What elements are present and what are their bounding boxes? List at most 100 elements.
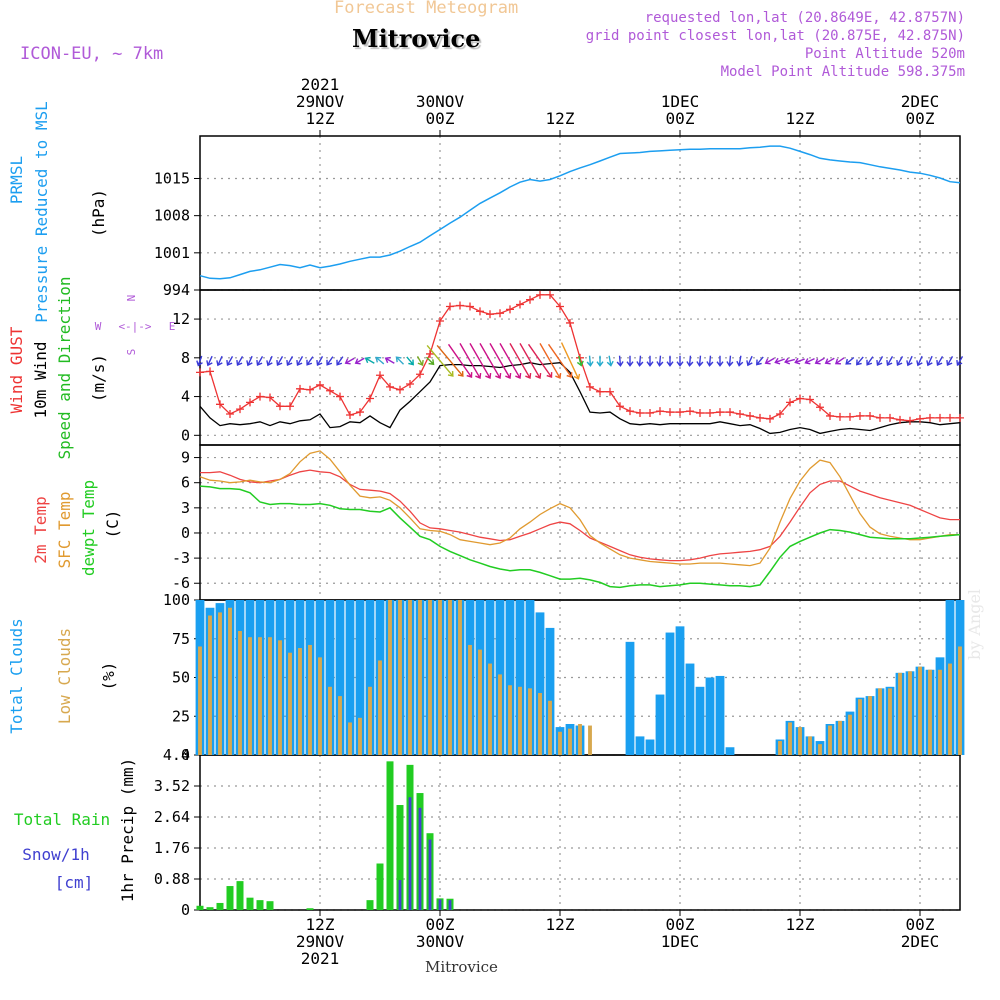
- bar-low-clouds: [778, 741, 782, 755]
- gust-marker: [666, 408, 674, 417]
- xtick-top-label: 00Z: [906, 109, 935, 128]
- wind-arrow-shape: [206, 355, 213, 367]
- wind-direction-arrow: [736, 355, 744, 367]
- gust-marker: [756, 413, 764, 422]
- bar-low-clouds: [388, 600, 392, 755]
- label-speed-direction: Speed and Direction: [55, 276, 74, 459]
- bar-total-clouds: [695, 686, 705, 755]
- wind-direction-arrow: [395, 356, 405, 365]
- bar-low-clouds: [488, 663, 492, 755]
- gust-marker: [786, 398, 794, 407]
- wind-arrow-shape: [326, 356, 334, 366]
- gust-marker: [426, 349, 434, 358]
- label-cm: [cm]: [55, 873, 94, 892]
- wind-arrow-shape: [676, 355, 684, 367]
- wind-direction-arrow: [856, 356, 864, 366]
- wind-arrow-shape: [286, 356, 294, 367]
- bar-total-rain: [246, 897, 254, 910]
- gust-marker: [596, 387, 604, 396]
- ytick-label: 994: [163, 281, 190, 299]
- gust-marker: [806, 395, 814, 404]
- bar-low-clouds: [258, 637, 262, 755]
- wind-direction-arrow: [746, 355, 753, 367]
- bar-total-clouds: [715, 675, 725, 755]
- wind-arrow-shape: [756, 356, 764, 366]
- wind-arrow-shape: [696, 355, 704, 367]
- wind-arrow-shape: [886, 356, 894, 367]
- bar-low-clouds: [508, 685, 512, 755]
- gust-marker: [606, 387, 614, 396]
- wind-direction-arrow: [519, 343, 542, 380]
- bar-low-clouds: [348, 722, 352, 755]
- bar-low-clouds: [828, 725, 832, 755]
- ytick-label: 0: [181, 426, 190, 444]
- wind-arrow-shape: [344, 357, 355, 365]
- ytick-label: -3: [172, 549, 190, 567]
- wind-direction-arrow: [784, 357, 796, 365]
- bar-total-clouds: [705, 677, 715, 755]
- bar-total-rain: [306, 908, 314, 910]
- ytick-label: 3.52: [154, 777, 190, 795]
- bar-low-clouds: [538, 693, 542, 755]
- gust-marker: [696, 409, 704, 418]
- wind-direction-arrow: [469, 343, 492, 380]
- xtick-top-label: 30NOV: [416, 92, 465, 111]
- gust-marker: [736, 410, 744, 418]
- forecast-meteogram-label: Forecast Meteogram: [334, 0, 519, 18]
- gust-marker: [246, 398, 254, 407]
- wind-arrow-shape: [606, 355, 614, 367]
- xtick-bottom-label: 12Z: [306, 915, 335, 934]
- bar-total-rain: [206, 907, 214, 910]
- ytick-label: 9: [181, 449, 190, 467]
- wind-direction-arrow: [676, 355, 684, 367]
- wind-arrow-shape: [616, 355, 624, 367]
- compass-s: S: [125, 349, 138, 356]
- xtick-bottom-label: 29NOV: [296, 932, 345, 951]
- wind-arrow-shape: [774, 357, 785, 365]
- wind-direction-arrow: [916, 355, 923, 367]
- gust-marker: [856, 411, 864, 420]
- xtick-top-label: 12Z: [786, 109, 815, 128]
- bar-low-clouds: [228, 607, 232, 755]
- ytick-label: 100: [163, 591, 190, 609]
- bar-low-clouds: [898, 672, 902, 755]
- gust-marker: [676, 408, 684, 417]
- gust-marker: [586, 382, 594, 391]
- ytick-label: 1001: [154, 244, 190, 262]
- wind-arrow-shape: [426, 344, 454, 377]
- gust-marker: [546, 290, 554, 299]
- bar-low-clouds: [918, 666, 922, 755]
- wind-direction-arrow: [447, 343, 473, 379]
- wind-direction-arrow: [459, 343, 482, 380]
- gust-marker: [396, 385, 404, 394]
- wind-direction-arrow: [886, 356, 894, 367]
- wind-direction-arrow: [336, 356, 344, 366]
- bar-total-clouds: [345, 600, 355, 755]
- wind-arrow-shape: [804, 357, 815, 365]
- wind-direction-arrow: [384, 356, 395, 364]
- gust-marker: [506, 305, 514, 314]
- xtick-top-label: 1DEC: [661, 92, 700, 111]
- gust-marker: [416, 370, 424, 379]
- wind-arrow-shape: [596, 355, 604, 367]
- wind-arrow-shape: [236, 356, 244, 367]
- wind-direction-arrow: [626, 355, 634, 367]
- wind-arrow-shape: [784, 357, 796, 365]
- wind-direction-arrow: [636, 355, 644, 367]
- bar-total-rain: [366, 900, 374, 910]
- bar-low-clouds: [588, 725, 592, 755]
- panel-frame-temperature: [199, 444, 961, 601]
- series-10m-wind: [199, 362, 961, 435]
- wind-direction-arrow: [344, 357, 355, 365]
- ytick-label: -6: [172, 574, 190, 592]
- gust-marker: [306, 385, 314, 394]
- gust-marker: [946, 413, 954, 422]
- bar-total-clouds: [545, 627, 555, 755]
- bar-total-clouds: [635, 736, 645, 755]
- xtick-top-label: 2021: [301, 75, 340, 94]
- xtick-top-label: 12Z: [546, 109, 575, 128]
- wind-arrow-shape: [509, 343, 532, 380]
- gust-marker: [196, 368, 204, 377]
- gust-marker: [436, 317, 444, 325]
- bar-low-clouds: [558, 731, 562, 755]
